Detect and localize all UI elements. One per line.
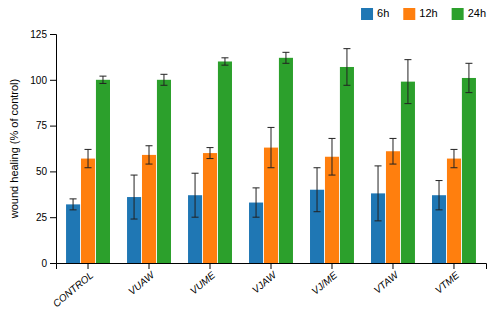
legend-swatch: [452, 8, 464, 20]
error-bar: [99, 76, 106, 83]
y-tick: 0: [41, 258, 56, 269]
bar: [386, 151, 400, 263]
error-bar: [282, 52, 289, 63]
x-tick-label: VTME: [433, 269, 462, 295]
bar: [218, 61, 232, 263]
y-tick-label: 75: [36, 120, 48, 131]
y-axis-title: wound healing (% of control): [8, 79, 20, 219]
x-tick-mark: [392, 263, 393, 269]
y-tick-mark: [50, 171, 56, 172]
y-tick-mark: [50, 80, 56, 81]
y-axis: 0 25 50 75 100 125: [30, 29, 56, 269]
bar: [66, 204, 80, 263]
x-tick-label: VJAW: [250, 268, 279, 295]
error-bar: [192, 173, 199, 217]
error-bar: [343, 49, 350, 86]
error-bars: [70, 166, 443, 221]
error-bar: [160, 74, 167, 85]
y-tick-mark: [50, 263, 56, 264]
bar: [462, 78, 476, 263]
error-bar: [375, 166, 382, 221]
x-tick: VTAW: [372, 263, 402, 296]
x-tick-label: CONTROL: [51, 269, 96, 309]
legend-label: 12h: [419, 7, 437, 19]
x-tick-mark: [453, 263, 454, 269]
bar: [401, 82, 415, 263]
y-tick-mark: [50, 34, 56, 35]
y-tick-label: 0: [41, 258, 47, 269]
y-tick: 75: [36, 120, 56, 131]
bar: [279, 58, 293, 263]
bar: [142, 155, 156, 263]
y-tick: 25: [36, 212, 56, 223]
error-bar: [146, 146, 153, 164]
error-bars: [85, 127, 458, 175]
error-bar: [450, 149, 457, 167]
bar: [96, 80, 110, 263]
y-tick: 50: [36, 166, 56, 177]
bar: [203, 153, 217, 263]
error-bar: [267, 127, 274, 167]
bar: [447, 159, 461, 263]
y-tick-label: 125: [30, 29, 47, 40]
x-tick-mark: [149, 263, 150, 269]
chart: 0 25 50 75 100 125 CONTROL VUAW VUME VJAW VJ/ME VTA…: [0, 0, 500, 323]
bar-series: [96, 58, 476, 263]
legend-item: 6h: [361, 7, 389, 20]
error-bar: [221, 58, 228, 65]
legend-item: 12h: [403, 7, 437, 20]
x-tick-mark: [88, 263, 89, 269]
plot: 0 25 50 75 100 125 CONTROL VUAW VUME VJAW VJ/ME VTA…: [30, 29, 486, 310]
legend-label: 24h: [468, 7, 486, 19]
error-bar: [314, 168, 321, 212]
error-bar: [206, 148, 213, 159]
bar: [81, 159, 95, 263]
y-axis-line: [50, 35, 57, 264]
x-tick-label: VJ/ME: [310, 269, 340, 297]
x-tick: VUME: [188, 263, 217, 296]
x-tick-mark: [331, 263, 332, 269]
error-bar: [328, 138, 335, 175]
legend: 6h 12h 24h: [361, 7, 486, 20]
bar: [340, 67, 354, 263]
y-tick-label: 25: [36, 212, 48, 223]
error-bar: [253, 188, 260, 217]
y-tick: 100: [30, 75, 56, 86]
x-tick-label: VTAW: [372, 268, 402, 295]
y-tick-mark: [50, 126, 56, 127]
x-tick-mark: [210, 263, 211, 269]
legend-swatch: [361, 8, 373, 20]
error-bar: [389, 138, 396, 164]
legend-label: 6h: [377, 7, 389, 19]
marks: [66, 49, 476, 263]
error-bar: [70, 199, 77, 210]
error-bar: [404, 60, 411, 104]
x-tick-mark: [271, 263, 272, 269]
y-tick: 125: [30, 29, 56, 40]
bar: [157, 80, 171, 263]
x-tick-label: VUME: [188, 269, 217, 296]
x-axis: CONTROL VUAW VUME VJAW VJ/ME VTAW VTME: [51, 263, 487, 309]
legend-item: 24h: [452, 7, 486, 20]
error-bar: [436, 181, 443, 210]
error-bar: [465, 63, 472, 92]
x-tick-label: VUAW: [126, 268, 157, 297]
y-tick-label: 50: [36, 166, 48, 177]
x-tick: CONTROL: [51, 263, 96, 309]
y-tick-label: 100: [30, 75, 47, 86]
legend-swatch: [403, 8, 415, 20]
error-bars: [99, 49, 472, 104]
x-tick: VUAW: [126, 263, 157, 297]
x-tick: VJAW: [250, 263, 279, 296]
x-axis-line: [57, 264, 487, 270]
error-bar: [131, 175, 138, 219]
x-tick: VTME: [433, 263, 462, 296]
error-bar: [85, 149, 92, 167]
x-tick: VJ/ME: [310, 263, 340, 297]
y-tick-mark: [50, 217, 56, 218]
